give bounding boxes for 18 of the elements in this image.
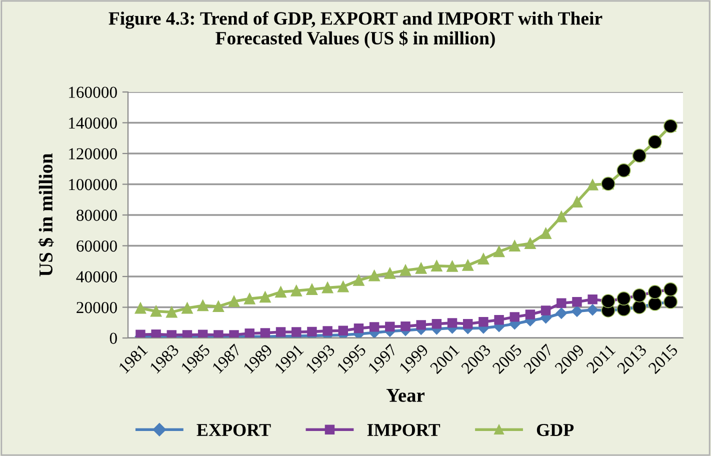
x-tick-label: 2011 (586, 344, 616, 374)
y-tick-label: 160000 (69, 86, 117, 98)
legend-label: IMPORT (367, 424, 440, 436)
x-axis-title: Year (386, 388, 425, 402)
y-axis-title: US $ in million (38, 153, 54, 276)
y-tick-label: 80000 (76, 210, 117, 221)
y-tick-label: 20000 (76, 302, 117, 314)
legend-label: GDP (536, 424, 574, 436)
chart-title: Figure 4.3: Trend of GDP, EXPORT and IMPORT with Their Forecasted Values (US $ in million) (108, 11, 602, 48)
y-tick-label: 0 (110, 332, 117, 344)
y-tick-label: 60000 (76, 240, 117, 252)
y-tick-label: 40000 (76, 271, 117, 282)
y-tick-label: 120000 (69, 148, 117, 160)
y-tick-label: 140000 (69, 117, 117, 129)
x-tick-label: 1981 (118, 344, 148, 374)
y-tick-label: 100000 (69, 178, 117, 190)
legend-label: EXPORT (196, 424, 271, 436)
x-tick-label: 1991 (274, 344, 304, 374)
